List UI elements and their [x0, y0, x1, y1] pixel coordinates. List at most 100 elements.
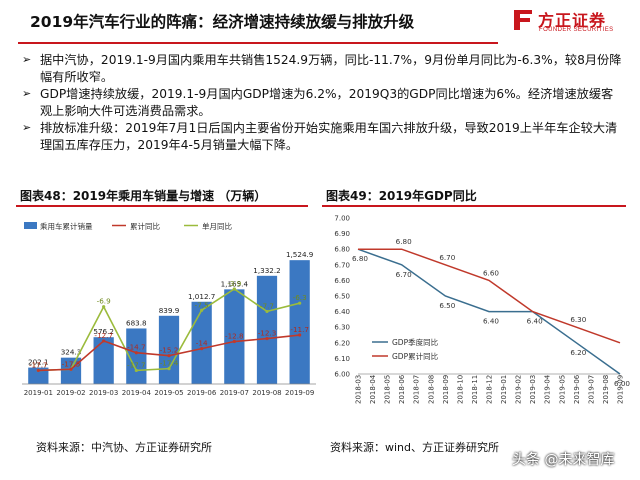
bar-value-label: 576.2	[93, 327, 114, 336]
legend-label: 单月同比	[202, 221, 232, 231]
figure49-source: 资料来源：wind、方正证券研究所	[330, 441, 500, 454]
bullet-text: 据中汽协，2019.1-9月国内乘用车共销售1524.9万辆，同比-11.7%，…	[40, 53, 622, 84]
watermark: 头条 @未来智库	[512, 452, 615, 468]
logo-text-en: FOUNDER SECURITIES	[539, 27, 614, 33]
bar	[191, 301, 212, 384]
gdp-quarterly-value-label: 6.70	[396, 270, 412, 279]
cumulative-yoy-point	[232, 339, 236, 344]
monthly-yoy-point	[200, 308, 204, 312]
cumulative-yoy-point	[298, 333, 302, 337]
figure48-source: 资料来源：中汽协、方正证券研究所	[36, 441, 212, 454]
gdp-cumulative-line	[358, 248, 621, 344]
x-tick-label: 2018-12	[486, 375, 494, 404]
bullet-text: GDP增速持续放缓，2019.1-9月国内GDP增速为6.2%，2019Q3的G…	[40, 87, 614, 118]
x-tick-label: 2018-11	[471, 375, 479, 404]
bar-value-label: 324.3	[61, 348, 82, 357]
monthly-yoy-point	[167, 367, 171, 371]
x-tick-label: 2019-02	[515, 375, 523, 404]
monthly-yoy-point	[134, 368, 138, 373]
legend-label: GDP累计同比	[392, 351, 439, 361]
y-tick-label: 6.90	[334, 230, 350, 238]
bar-value-label: 202.1	[28, 358, 49, 367]
bar	[93, 337, 114, 384]
monthly-yoy-value-label: -3.9	[227, 279, 241, 288]
legend-label: 乘用车累计销量	[40, 221, 93, 231]
monthly-yoy-value-label: -17.4	[160, 359, 179, 368]
gdp-cumulative-value-label: 6.80	[396, 237, 412, 246]
gdp-quarterly-value-label: 6.00	[614, 379, 630, 388]
y-tick-label: 6.40	[334, 308, 350, 316]
gdp-quarterly-line	[357, 248, 621, 375]
logo-text-cn: 方正证券	[538, 11, 607, 30]
figure49-title: 图表49：2019年GDP同比	[326, 189, 477, 203]
x-tick-label: 2019-01	[500, 375, 508, 404]
bar	[256, 275, 278, 384]
cumulative-yoy-value-label: -12.7	[94, 331, 113, 340]
cumulative-yoy-point	[167, 354, 171, 358]
arrow-bullet-icon: ➢	[22, 121, 32, 134]
bar-value-label: 1,524.9	[286, 250, 314, 259]
legend-label: 累计同比	[130, 221, 160, 231]
monthly-yoy-value-label: -6.9	[97, 297, 111, 306]
monthly-yoy-value-label: -6.3	[293, 293, 307, 302]
arrow-bullet-icon: ➢	[22, 53, 32, 66]
bar-value-label: 1,165.4	[221, 279, 249, 288]
x-tick-label: 2018-09	[442, 375, 450, 404]
y-tick-label: 6.30	[334, 324, 350, 332]
y-tick-label: 7.00	[334, 215, 350, 223]
monthly-yoy-value-label: -7.5	[195, 300, 209, 309]
cumulative-yoy-point	[102, 339, 106, 343]
x-tick-label: 2018-08	[427, 375, 435, 404]
y-tick-label: 6.00	[334, 371, 350, 379]
cumulative-yoy-value-label: -11.7	[290, 325, 309, 334]
bullet-text: 排放标准升级：2019年7月1日后国内主要省份开始实施乘用车国六排放升级，导致2…	[40, 121, 618, 152]
figure49-divider	[322, 205, 626, 207]
x-tick-label: 2018-04	[369, 374, 377, 404]
cumulative-yoy-point	[134, 351, 138, 355]
bar	[28, 367, 49, 384]
x-tick-label: 2019-06	[573, 374, 581, 404]
cumulative-yoy-point	[265, 336, 269, 341]
gdp-cumulative-value-label: 6.60	[483, 268, 499, 277]
x-tick-label: 2019-08	[252, 389, 281, 397]
bullet-item: ➢ 排放标准升级：2019年7月1日后国内主要省份开始实施乘用车国六排放升级，导致…	[22, 120, 622, 153]
gdp-quarterly-value-label: 6.20	[570, 348, 586, 357]
monthly-yoy-value-label: -7.7	[260, 301, 274, 310]
x-tick-label: 2018-10	[456, 375, 464, 404]
x-tick-label: 2019-02	[56, 389, 85, 397]
gdp-quarterly-value-label: 6.40	[483, 317, 499, 326]
sales-chart: 乘用车累计销量 累计同比 单月同比 202.1 324.3 576.2 683.8 839.9…	[22, 221, 316, 397]
bar	[289, 260, 310, 384]
y-tick-label: 6.70	[334, 261, 350, 269]
bullet-item: ➢ 据中汽协，2019.1-9月国内乘用车共销售1524.9万辆，同比-11.7%…	[22, 52, 622, 85]
monthly-yoy-point	[265, 309, 269, 314]
cumulative-yoy-point	[200, 347, 204, 351]
cumulative-yoy-value-label: -14.7	[127, 343, 146, 352]
y-tick-label: 6.80	[334, 246, 350, 254]
slide-title: 2019年汽车行业的阵痛：经济增速持续放缓与排放升级	[30, 13, 415, 31]
gdp-cumulative-value-label: 6.70	[439, 253, 455, 262]
founder-securities-logo: 方正证券 FOUNDER SECURITIES	[512, 6, 634, 42]
monthly-yoy-point	[232, 287, 236, 291]
x-tick-label: 2018-07	[413, 375, 421, 404]
header-divider	[18, 42, 498, 44]
y-tick-label: 6.50	[334, 293, 350, 301]
x-tick-label: 2019-05	[154, 389, 183, 397]
x-tick-label: 2018-05	[384, 375, 392, 404]
gdp-quarterly-value-label: 6.50	[439, 301, 455, 310]
monthly-yoy-value-label: -17.7	[29, 360, 48, 369]
y-tick-label: 6.60	[334, 277, 350, 285]
x-tick-label: 2019-09	[617, 375, 625, 404]
cumulative-yoy-value-label: -17.5	[62, 359, 81, 368]
bar	[224, 289, 245, 384]
x-tick-label: 2019-09	[285, 389, 314, 397]
legend-swatch-bar	[24, 222, 37, 229]
x-tick-label: 2019-04	[544, 374, 552, 404]
slide-header: 2019年汽车行业的阵痛：经济增速持续放缓与排放升级 方正证券 FOUNDER …	[0, 0, 640, 44]
cumulative-yoy-value-label: -14	[196, 339, 208, 348]
monthly-yoy-point	[298, 301, 302, 305]
x-tick-label: 2019-07	[587, 375, 595, 404]
gdp-chart: 6.00 6.10 6.20 6.30 6.40 6.50 6.60 6.70 6.80 6.90…	[334, 215, 630, 405]
bar-value-label: 683.8	[126, 318, 147, 327]
y-tick-label: 6.10	[334, 355, 350, 363]
